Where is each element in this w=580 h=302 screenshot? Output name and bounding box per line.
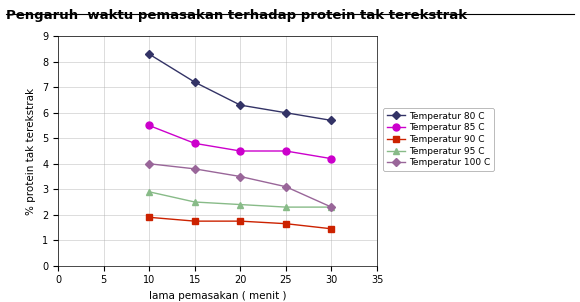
Line: Temperatur 95 C: Temperatur 95 C [146,189,334,210]
Temperatur 85 C [282,149,289,153]
Line: Temperatur 80 C: Temperatur 80 C [146,51,334,123]
Y-axis label: % protein tak terekstrak: % protein tak terekstrak [27,88,37,214]
Line: Temperatur 90 C: Temperatur 90 C [146,214,334,232]
Line: Temperatur 100 C: Temperatur 100 C [146,161,334,210]
Line: Temperatur 85 C: Temperatur 85 C [146,122,335,162]
Temperatur 100 C [146,162,153,165]
Temperatur 100 C [237,175,244,178]
Text: Pengaruh  waktu pemasakan terhadap protein tak terekstrak: Pengaruh waktu pemasakan terhadap protei… [6,9,467,22]
Temperatur 100 C [191,167,198,171]
Temperatur 85 C [146,124,153,127]
Temperatur 90 C [328,227,335,231]
Legend: Temperatur 80 C, Temperatur 85 C, Temperatur 90 C, Temperatur 95 C, Temperatur 1: Temperatur 80 C, Temperatur 85 C, Temper… [383,108,494,171]
Temperatur 90 C [191,219,198,223]
Temperatur 85 C [237,149,244,153]
Temperatur 100 C [282,185,289,188]
Temperatur 80 C [146,52,153,56]
Temperatur 80 C [282,111,289,114]
Temperatur 95 C [237,203,244,206]
Temperatur 90 C [237,219,244,223]
Temperatur 80 C [191,80,198,84]
Temperatur 95 C [328,205,335,209]
Temperatur 85 C [328,157,335,160]
Temperatur 90 C [282,222,289,226]
Temperatur 100 C [328,205,335,209]
X-axis label: lama pemasakan ( menit ): lama pemasakan ( menit ) [148,291,287,301]
Temperatur 85 C [191,142,198,145]
Temperatur 95 C [146,190,153,194]
Temperatur 80 C [237,103,244,107]
Temperatur 95 C [191,200,198,204]
Temperatur 80 C [328,119,335,122]
Temperatur 95 C [282,205,289,209]
Temperatur 90 C [146,216,153,219]
